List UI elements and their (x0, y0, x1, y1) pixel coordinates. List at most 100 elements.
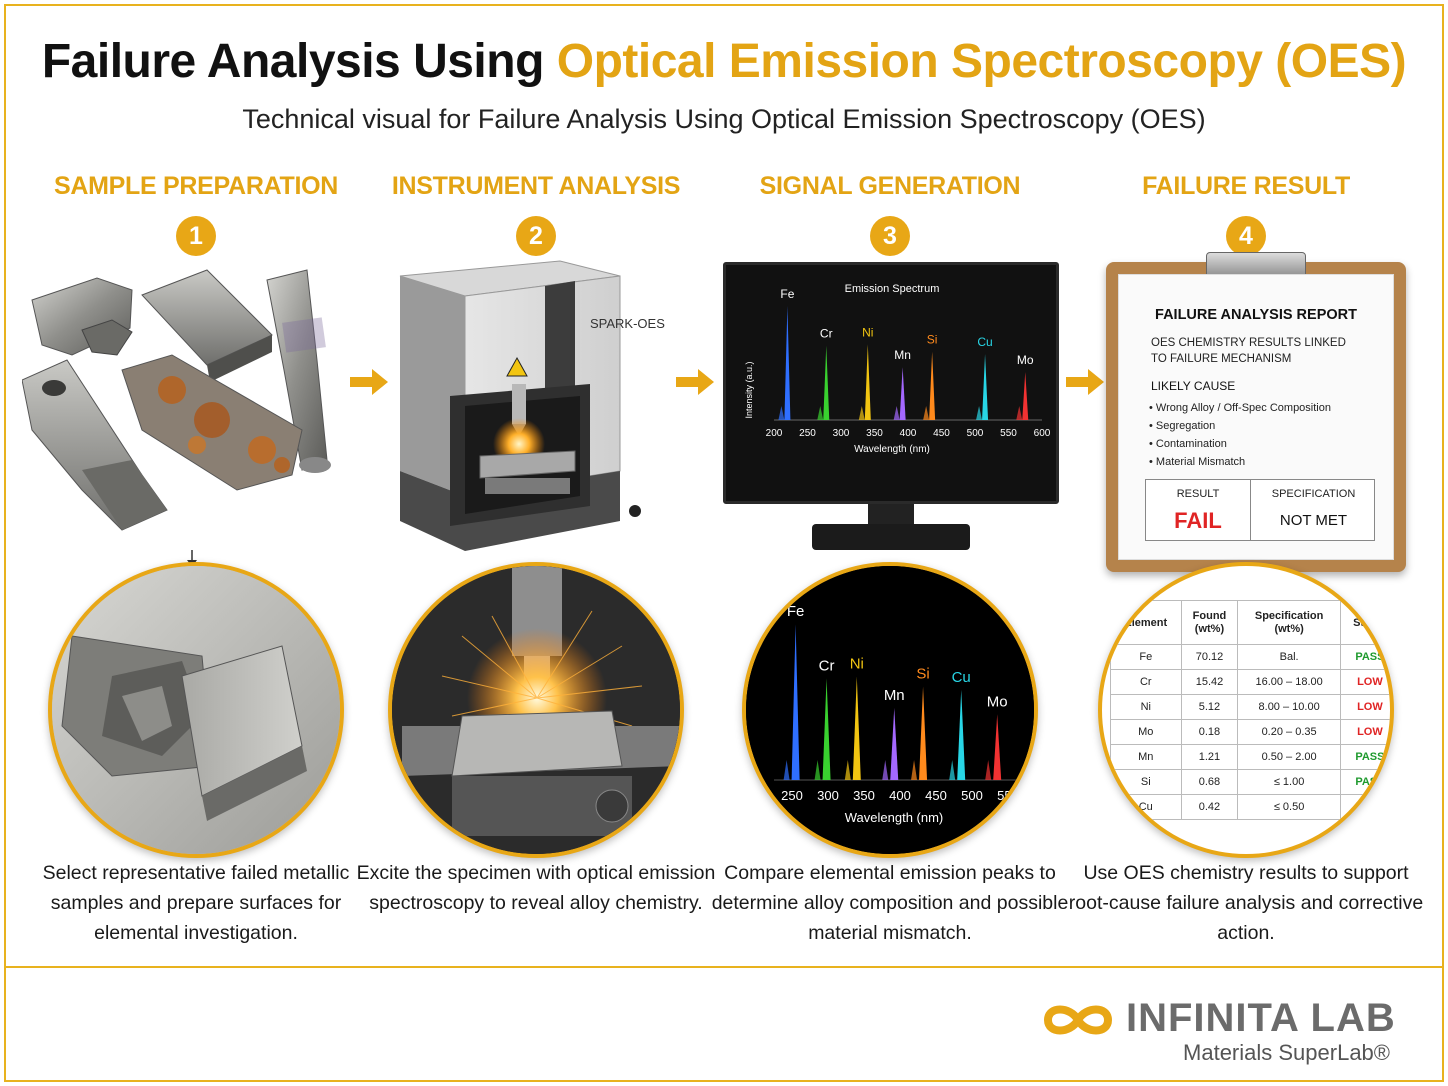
cell-element: Si (1110, 769, 1182, 795)
step-4-caption: Use OES chemistry results to support roo… (1068, 862, 1424, 944)
table-row: Cu 0.42 ≤ 0.50 PASS (1110, 794, 1390, 820)
spectrum-peak-mo (1022, 372, 1029, 420)
zoom-peak-ni (852, 676, 861, 780)
step-4-number: 4 (1226, 216, 1266, 256)
report-paper: FAILURE ANALYSIS REPORT OES CHEMISTRY RE… (1118, 274, 1394, 560)
report-subheading-1: OES CHEMISTRY RESULTS LINKED (1151, 337, 1346, 349)
peak-label-cr: Cr (820, 327, 833, 341)
zoom-tick-label: 350 (853, 788, 875, 803)
result-box: RESULT FAIL SPECIFICATION NOT MET (1145, 479, 1375, 541)
step-3-caption: Compare elemental emission peaks to dete… (711, 862, 1069, 944)
zoom-peak-label-cr: Cr (819, 657, 835, 674)
cell-status: PASS (1339, 744, 1390, 770)
step-3-number: 3 (870, 216, 910, 256)
spectrum-xlabel: Wavelength (nm) (854, 444, 930, 455)
table-row: Fe 70.12 Bal. PASS (1110, 644, 1390, 670)
x-tick-label: 550 (1000, 428, 1017, 439)
cell-found: 70.12 (1180, 644, 1239, 670)
peak-label-fe: Fe (780, 287, 794, 301)
page-frame (4, 4, 1444, 1082)
cell-spec: 16.00 – 18.00 (1237, 669, 1341, 695)
zoom-peak-label-mn: Mn (884, 687, 905, 704)
step-2-column: INSTRUMENT ANALYSIS 2 (357, 170, 716, 960)
report-subheading-2: TO FAILURE MECHANISM (1151, 353, 1292, 365)
zoom-xlabel: Wavelength (nm) (845, 810, 944, 825)
spectrum-peak-si (929, 351, 936, 420)
cell-element: Mn (1110, 744, 1182, 770)
cell-spec: ≤ 1.00 (1237, 769, 1341, 795)
step-2-number: 2 (516, 216, 556, 256)
spectrum-ylabel: Intensity (a.u.) (744, 361, 754, 418)
spectrum-zoom-chart: 250 300 350 400 450 500 550 Wavelength (nm) Fe Cr… (746, 566, 1034, 854)
cell-found: 15.42 (1180, 669, 1239, 695)
zoom-tick-label: 450 (925, 788, 947, 803)
monitor-base (812, 524, 970, 550)
peak-label-cu: Cu (977, 335, 992, 349)
cell-status: PASS (1339, 794, 1390, 820)
cell-spec: 8.00 – 10.00 (1237, 694, 1341, 720)
logo-tagline: Materials SuperLab® (1183, 1040, 1390, 1065)
cell-spec: 0.50 – 2.00 (1237, 744, 1341, 770)
spectrum-closeup-circle: 250 300 350 400 450 500 550 Wavelength (nm) Fe Cr… (742, 562, 1038, 858)
footer-divider (4, 966, 1444, 968)
zoom-peak-si (919, 686, 928, 780)
monitor-stand (868, 504, 914, 526)
step-3-title: SIGNAL GENERATION (759, 172, 1021, 200)
company-logo: INFINITA LAB Materials SuperLab® (1040, 996, 1400, 1076)
x-tick-label: 200 (766, 428, 783, 439)
zoom-peak-label-fe: Fe (787, 603, 805, 620)
flow-arrow-1 (350, 369, 388, 395)
chemistry-table-circle: Element Found (wt%) Specification (wt%) St… (1098, 562, 1394, 858)
peak-label-mo: Mo (1017, 353, 1034, 367)
cause-item: • Segregation (1149, 420, 1216, 432)
cell-found: 0.42 (1180, 794, 1239, 820)
failed-samples-illustration (22, 269, 331, 531)
spectrum-peak-cu (982, 354, 989, 420)
cause-list: • Wrong Alloy / Off-Spec Composition • S… (1149, 399, 1331, 471)
result-label: RESULT (1176, 488, 1220, 500)
table-row: Mn 1.21 0.50 – 2.00 PASS (1110, 744, 1390, 770)
table-row: Cr 15.42 16.00 – 18.00 LOW (1110, 669, 1390, 695)
logo-name: INFINITA LAB (1126, 996, 1396, 1040)
step-2-title: INSTRUMENT ANALYSIS (391, 172, 681, 200)
cause-item: • Wrong Alloy / Off-Spec Composition (1149, 402, 1331, 414)
step-1-column: SAMPLE PREPARATION 1 (22, 170, 366, 960)
likely-cause-label: LIKELY CAUSE (1151, 379, 1236, 393)
table-row: Si 0.68 ≤ 1.00 PASS (1110, 769, 1390, 795)
cell-spec: Bal. (1237, 644, 1341, 670)
x-tick-label: 350 (866, 428, 883, 439)
cause-item: • Material Mismatch (1149, 456, 1246, 468)
sample-closeup-circle (48, 562, 344, 858)
peak-label-si: Si (927, 333, 938, 347)
cell-status: LOW (1339, 669, 1390, 695)
col-header-spec: Specification (wt%) (1237, 600, 1341, 645)
cell-status: PASS (1339, 769, 1390, 795)
monitor (723, 262, 1059, 504)
instrument-label: SPARK-OES (590, 316, 665, 331)
result-value: FAIL (1174, 508, 1222, 533)
table-row: Mo 0.18 0.20 – 0.35 LOW (1110, 719, 1390, 745)
x-tick-label: 250 (799, 428, 816, 439)
cell-status: PASS (1339, 644, 1390, 670)
zoom-tick-label: 550 (997, 788, 1019, 803)
cell-element: Mo (1110, 719, 1182, 745)
x-tick-label: 400 (900, 428, 917, 439)
zoom-peak-label-si: Si (916, 666, 929, 683)
cell-found: 0.68 (1180, 769, 1239, 795)
step-2-caption: Excite the specimen with optical emissio… (356, 862, 716, 914)
flow-arrow-3 (1066, 369, 1104, 395)
zoom-peak-fe (791, 624, 800, 780)
step-1-number: 1 (176, 216, 216, 256)
x-tick-label: 300 (833, 428, 850, 439)
zoom-tick-label: 400 (889, 788, 911, 803)
step-3-column: SIGNAL GENERATION 3 Emission Spectrum Int… (712, 170, 1069, 960)
step-4-column: FAILURE RESULT 4 FAILURE ANALYSIS REPORT… (1069, 170, 1423, 960)
cell-element: Cr (1110, 669, 1182, 695)
x-tick-label: 450 (933, 428, 950, 439)
cell-element: Cu (1110, 794, 1182, 820)
table-row: Ni 5.12 8.00 – 10.00 LOW (1110, 694, 1390, 720)
peak-label-mn: Mn (894, 348, 911, 362)
peak-label-ni: Ni (862, 325, 873, 339)
col-header-element: Element (1110, 600, 1182, 645)
x-tick-label: 500 (967, 428, 984, 439)
